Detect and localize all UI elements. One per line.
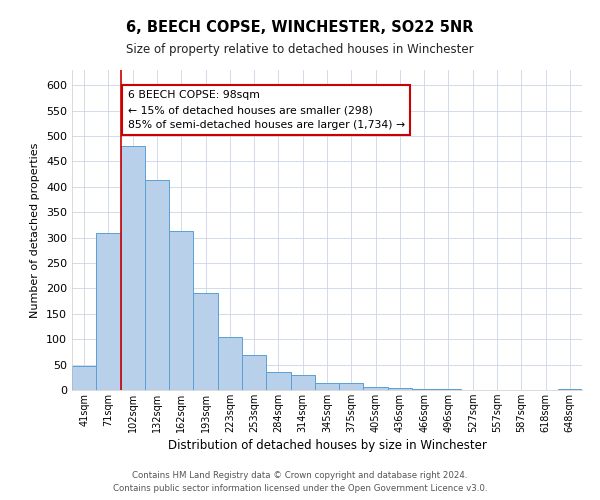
X-axis label: Distribution of detached houses by size in Winchester: Distribution of detached houses by size … xyxy=(167,439,487,452)
Bar xyxy=(121,146,145,390)
Bar xyxy=(290,375,315,390)
Bar xyxy=(96,232,121,390)
Text: Size of property relative to detached houses in Winchester: Size of property relative to detached ho… xyxy=(126,42,474,56)
Text: Contains public sector information licensed under the Open Government Licence v3: Contains public sector information licen… xyxy=(113,484,487,493)
Text: Contains HM Land Registry data © Crown copyright and database right 2024.: Contains HM Land Registry data © Crown c… xyxy=(132,470,468,480)
Bar xyxy=(72,366,96,390)
Text: 6, BEECH COPSE, WINCHESTER, SO22 5NR: 6, BEECH COPSE, WINCHESTER, SO22 5NR xyxy=(126,20,474,35)
Bar xyxy=(315,383,339,390)
Bar xyxy=(388,388,412,390)
Bar xyxy=(412,389,436,390)
Bar xyxy=(339,383,364,390)
Text: 6 BEECH COPSE: 98sqm
← 15% of detached houses are smaller (298)
85% of semi-deta: 6 BEECH COPSE: 98sqm ← 15% of detached h… xyxy=(128,90,405,130)
Bar xyxy=(169,231,193,390)
Bar xyxy=(193,293,218,390)
Bar xyxy=(364,388,388,390)
Bar xyxy=(266,372,290,390)
Bar xyxy=(242,355,266,390)
Y-axis label: Number of detached properties: Number of detached properties xyxy=(31,142,40,318)
Bar xyxy=(145,180,169,390)
Bar xyxy=(218,336,242,390)
